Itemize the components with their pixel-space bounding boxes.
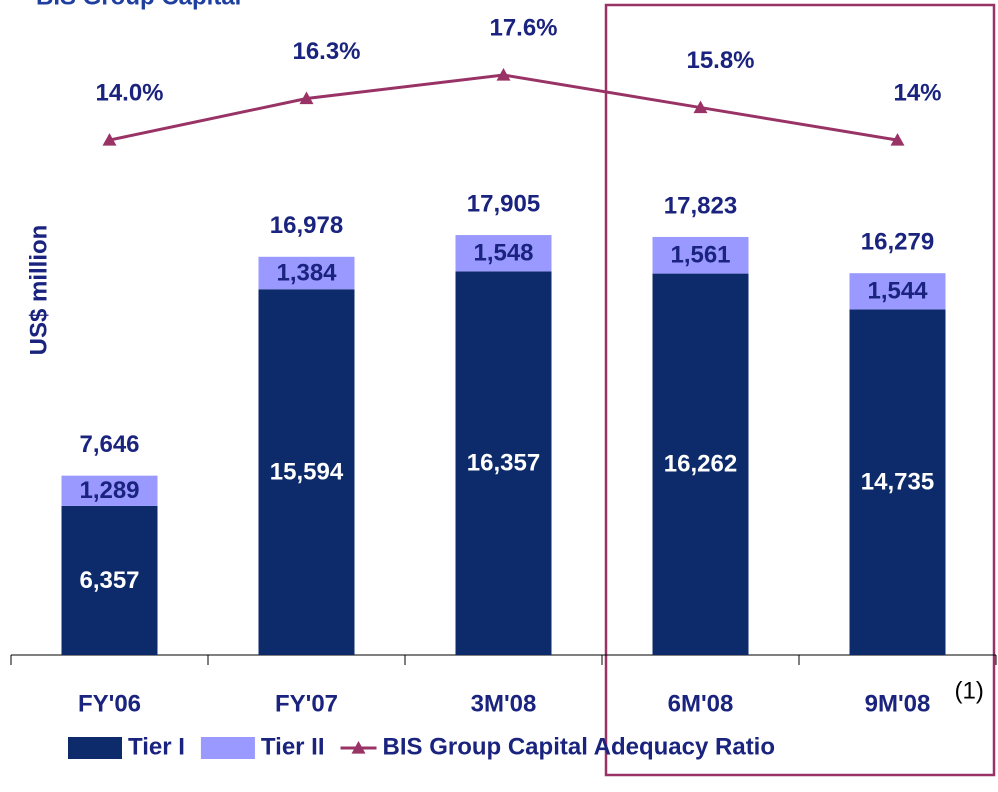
ratio-label: 14.0%	[95, 79, 163, 106]
ratio-label: 14%	[893, 79, 941, 106]
total-label: 17,823	[664, 192, 737, 219]
bar-value-label: 1,561	[670, 242, 730, 269]
ratio-marker	[890, 133, 905, 146]
x-tick-label: 3M'08	[471, 690, 537, 717]
bar-segment	[61, 505, 158, 655]
bar-value-label: 16,262	[664, 451, 737, 478]
bar-value-label: 14,735	[861, 469, 934, 496]
total-label: 16,279	[861, 229, 934, 256]
bar-value-label: 1,544	[867, 278, 928, 305]
ratio-marker	[299, 91, 314, 105]
legend-label: Tier II	[261, 733, 325, 760]
ratio-marker	[102, 133, 117, 146]
ratio-label: 16.3%	[292, 38, 360, 65]
legend-swatch	[68, 737, 122, 759]
bar-segment	[258, 256, 355, 290]
ratio-label: 17.6%	[489, 14, 557, 41]
bar-segment	[849, 309, 946, 655]
ratio-marker	[496, 68, 511, 81]
ratio-label: 15.8%	[686, 47, 754, 74]
total-label: 7,646	[79, 431, 139, 458]
legend-marker	[351, 741, 366, 754]
legend-swatch	[200, 737, 255, 759]
x-tick-label: 6M'08	[668, 690, 734, 717]
y-axis-label: US$ million	[25, 225, 52, 356]
bar-segment	[652, 273, 749, 655]
x-tick-label: FY'07	[275, 690, 338, 717]
bar-segment	[652, 236, 749, 274]
x-tick-label: FY'06	[78, 690, 141, 717]
x-tick-label: 9M'08	[865, 690, 931, 717]
legend-label: BIS Group Capital Adequacy Ratio	[383, 733, 776, 760]
ratio-marker	[693, 100, 708, 114]
legend-label: Tier I	[128, 733, 185, 760]
bar-value-label: 15,594	[270, 458, 344, 485]
bar-segment	[455, 271, 552, 655]
bar-value-label: 6,357	[79, 567, 139, 594]
chart-title: BIS Group Capital	[36, 0, 241, 10]
bar-segment	[849, 273, 946, 310]
bar-segment	[258, 289, 355, 655]
bar-segment	[61, 475, 158, 506]
bar-segment	[455, 235, 552, 272]
highlight-box	[604, 3, 996, 777]
bar-value-label: 1,289	[79, 477, 139, 504]
total-label: 16,978	[270, 212, 343, 239]
total-label: 17,905	[467, 190, 540, 217]
bar-value-label: 16,357	[467, 450, 540, 477]
footnote-marker: (1)	[955, 677, 984, 704]
bar-value-label: 1,548	[473, 240, 533, 267]
bar-value-label: 1,384	[276, 259, 337, 286]
